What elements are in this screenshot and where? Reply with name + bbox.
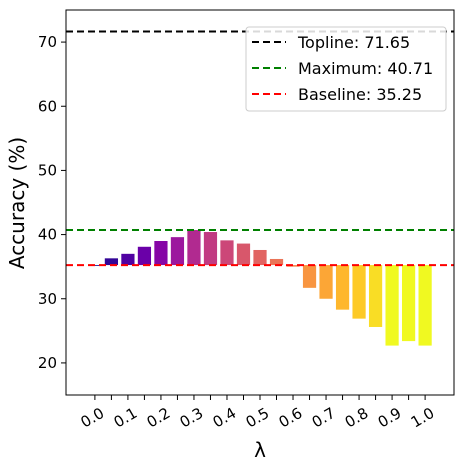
y-axis-ticks: 20 30 40 50 60 70 [38,33,66,372]
y-axis-label: Accuracy (%) [5,137,29,269]
bar [352,265,366,319]
x-axis-label: λ [254,438,266,462]
bar [286,265,300,267]
bar [121,253,135,266]
bar [154,241,168,266]
bar [220,240,234,266]
y-tick-label: 30 [38,290,57,308]
bar [137,246,152,266]
bar [385,265,399,346]
legend-box [245,26,447,112]
bar [335,265,350,310]
legend-entry-label: Maximum: 40.71 [298,59,433,78]
bar [302,265,317,288]
y-tick-label: 50 [38,161,57,179]
bar [236,243,251,266]
y-tick-label: 40 [38,226,57,244]
bar [253,249,267,266]
bar [401,265,416,342]
bar [104,258,119,266]
legend: Topline: 71.65 Maximum: 40.71 Baseline: 35… [245,26,447,112]
legend-entry-label: Baseline: 35.25 [298,85,422,104]
y-tick-label: 70 [38,33,57,51]
legend-entry-label: Topline: 71.65 [297,33,410,52]
y-tick-label: 20 [38,354,57,372]
bar [319,265,333,299]
bars-group [88,230,432,346]
bar [418,265,432,346]
bar [170,237,185,266]
bar [269,258,284,266]
bar [203,232,218,266]
y-tick-label: 60 [38,97,57,115]
bar [368,265,383,327]
bar [187,230,201,266]
